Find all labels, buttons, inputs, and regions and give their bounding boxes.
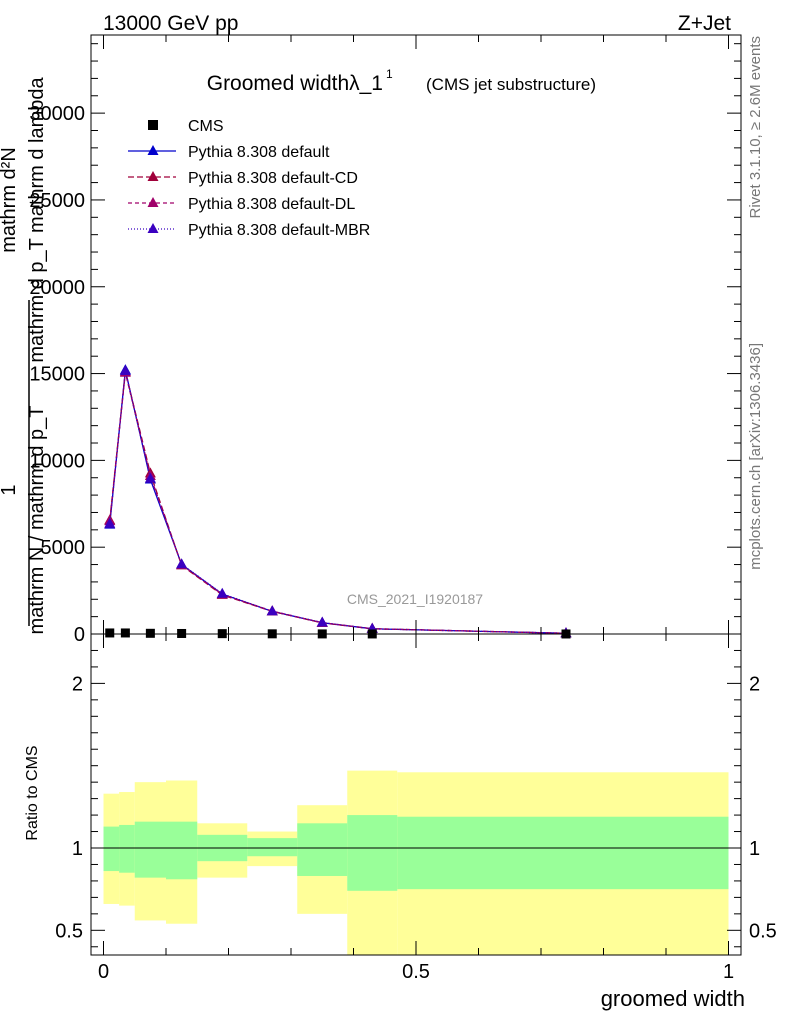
ratio-green-band [347, 815, 398, 891]
cms-data-point [105, 628, 115, 638]
ratio-green-band [247, 838, 298, 857]
analysis-watermark: CMS_2021_I1920187 [347, 591, 483, 607]
series-marker-3 [216, 587, 228, 598]
y-label-num: mathrm d²N [0, 147, 20, 253]
x-tick-label: 1 [723, 961, 734, 983]
ratio-y-tick-label-right: 1 [749, 838, 760, 860]
legend-label: Pythia 8.308 default-MBR [188, 222, 370, 239]
legend-marker [147, 171, 159, 181]
ratio-y-tick-label-right: 0.5 [749, 920, 777, 942]
ratio-bands [91, 770, 741, 955]
series-marker-3 [266, 605, 278, 616]
mcplots-label: mcplots.cern.ch [arXiv:1306.3436] [747, 343, 764, 570]
legend-marker [147, 145, 159, 155]
y-axis-label: 1 mathrm N / mathrm d p_T mathrm d²N mat… [0, 76, 48, 634]
plot-subtitle: (CMS jet substructure) [426, 75, 596, 94]
legend-label: CMS [188, 118, 224, 135]
plot-title-sup: 1 [386, 67, 393, 81]
ratio-axis-ticks: 0.5 0.5 1 1 2 2 0 0.5 1 [55, 634, 777, 983]
main-plot: 0 5000 10000 15000 20000 25000 30000 CMS_2021_… [0, 34, 742, 646]
legend-label: Pythia 8.308 default-DL [188, 196, 355, 213]
ratio-y-tick-label: 1 [72, 838, 83, 860]
rivet-label: Rivet 3.1.10, ≥ 2.6M events [747, 36, 764, 219]
series-line-0 [109, 369, 567, 634]
y-tick-label: 30000 [29, 103, 85, 125]
series-line-3 [109, 370, 567, 634]
y-label-prefactor-num: 1 [0, 484, 20, 495]
legend-marker [147, 197, 159, 207]
cms-data-point [145, 628, 155, 638]
ratio-plot: 0.5 0.5 1 1 2 2 0 0.5 1 Ratio to CMS groomed wid… [24, 633, 777, 1011]
plot-title: Groomed widthλ_1 [207, 72, 383, 95]
series-marker-3 [119, 364, 131, 375]
y-tick-label: 5000 [41, 537, 86, 559]
legend-label: Pythia 8.308 default-CD [188, 170, 358, 187]
legend-label: Pythia 8.308 default [188, 144, 330, 161]
ratio-green-band [166, 821, 198, 880]
series-line-1 [109, 371, 567, 634]
legend: CMS Pythia 8.308 default Pythia 8.308 defa… [128, 118, 370, 239]
ratio-plot-frame [90, 633, 742, 956]
ratio-green-band [397, 816, 729, 890]
x-axis-label: groomed width [601, 986, 745, 1011]
ratio-green-band [297, 823, 348, 876]
ratio-y-tick-label: 0.5 [55, 920, 83, 942]
header-left: 13000 GeV pp [103, 12, 238, 35]
series-marker-3 [176, 558, 188, 569]
header-right: Z+Jet [678, 12, 731, 35]
series-marker-3 [144, 472, 156, 483]
x-tick-label: 0 [98, 961, 109, 983]
x-tick-label: 0.5 [402, 961, 430, 983]
y-tick-label: 10000 [29, 450, 85, 472]
ratio-ylabel: Ratio to CMS [24, 745, 41, 840]
legend-marker-cms [148, 120, 158, 130]
series-layer [104, 364, 572, 639]
cms-data-point [177, 628, 187, 638]
cms-data-point [120, 628, 130, 638]
ratio-green-band [134, 821, 166, 878]
ratio-green-band [119, 824, 135, 873]
legend-marker [147, 223, 159, 233]
series-line-2 [109, 372, 567, 634]
y-tick-label: 25000 [29, 190, 85, 212]
y-tick-label: 0 [74, 624, 85, 646]
ratio-y-tick-label: 2 [72, 673, 83, 695]
ratio-y-tick-label-right: 2 [749, 673, 760, 695]
top-axis-ticks: 0 5000 10000 15000 20000 25000 30000 [29, 35, 741, 646]
y-tick-label: 20000 [29, 277, 85, 299]
series-marker-3 [104, 517, 116, 528]
series-marker-3 [316, 616, 328, 627]
y-label-den: mathrm d p_T mathrm d lambda [26, 76, 48, 362]
ratio-green-band [103, 826, 120, 872]
y-tick-label: 15000 [29, 364, 85, 386]
y-label-prefactor-den: mathrm N / mathrm d p_T [26, 406, 48, 635]
